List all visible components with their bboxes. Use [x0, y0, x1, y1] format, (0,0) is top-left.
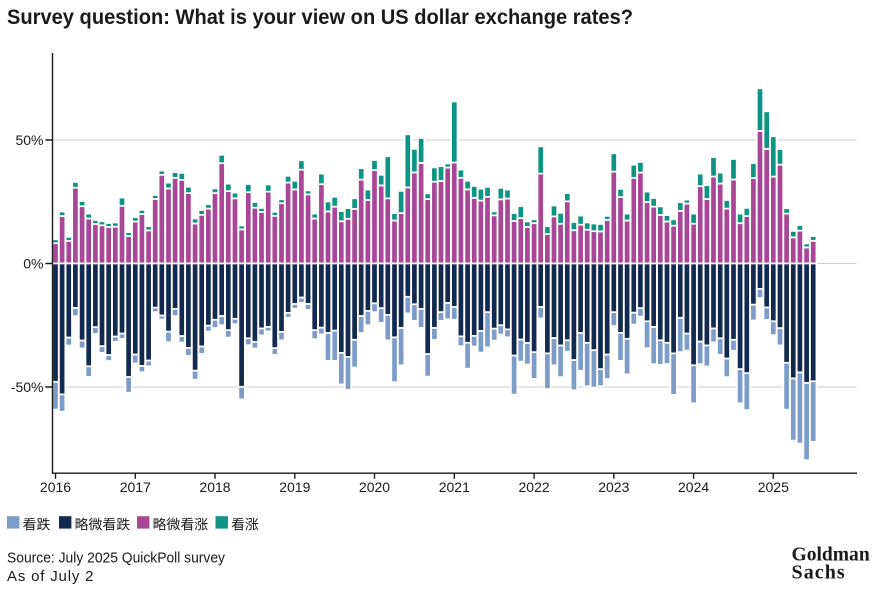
svg-text:50%: 50%	[15, 132, 43, 148]
svg-text:Goldman: Goldman	[792, 544, 870, 566]
svg-text:2023: 2023	[598, 479, 629, 495]
svg-text:2021: 2021	[439, 479, 470, 495]
svg-text:2018: 2018	[199, 479, 230, 495]
svg-text:2019: 2019	[279, 479, 310, 495]
svg-text:Sachs: Sachs	[792, 561, 845, 583]
svg-text:As of July 2: As of July 2	[7, 568, 94, 585]
svg-text:2024: 2024	[678, 479, 709, 495]
svg-text:Source: July 2025 QuickPoll su: Source: July 2025 QuickPoll survey	[7, 550, 225, 567]
svg-text:2017: 2017	[120, 479, 151, 495]
svg-text:-50%: -50%	[11, 379, 44, 395]
svg-text:Survey question: What is your: Survey question: What is your view on US…	[7, 5, 633, 29]
svg-text:2020: 2020	[359, 479, 390, 495]
svg-text:0%: 0%	[23, 255, 43, 271]
svg-text:2016: 2016	[40, 479, 71, 495]
svg-text:2025: 2025	[758, 479, 789, 495]
svg-text:2022: 2022	[519, 479, 550, 495]
